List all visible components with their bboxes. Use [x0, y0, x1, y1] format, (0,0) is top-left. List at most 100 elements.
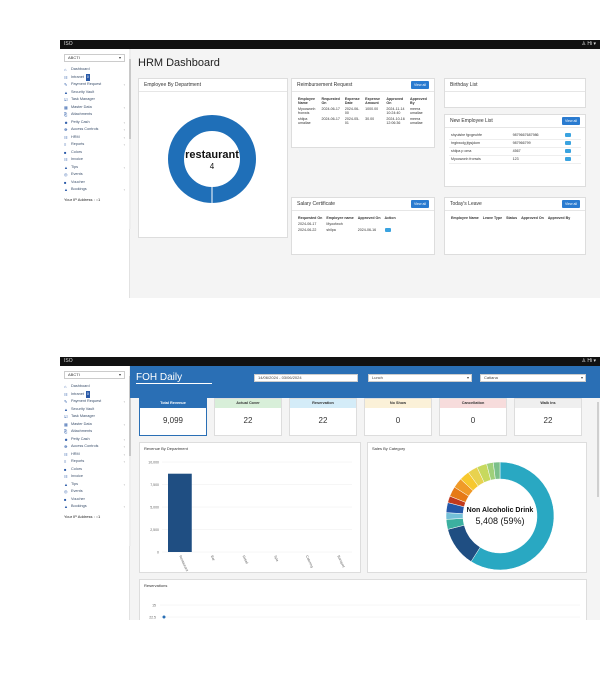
- sidebar-item-label: Access Controls: [71, 127, 99, 131]
- menu-icon: ◎: [64, 172, 68, 177]
- sidebar-item-dashboard[interactable]: ⌂ Dashboard: [64, 383, 125, 391]
- user-menu[interactable]: ♙ Hi ▾: [581, 358, 597, 364]
- sidebar-item-dashboard[interactable]: ⌂ Dashboard: [64, 66, 125, 74]
- table-cell: 2024-05-01: [344, 117, 360, 125]
- foh-header: [130, 366, 600, 398]
- chevron-left-icon: ‹: [123, 134, 125, 140]
- ip-address: Your IP Address : ::1: [64, 513, 101, 519]
- sidebar-item-bookings[interactable]: ▲ Bookings ‹: [64, 503, 125, 511]
- table-cell: shyulshe fgvgeuhfe: [451, 133, 482, 137]
- card-title: Sales By Category: [372, 446, 406, 451]
- line-point[interactable]: [162, 615, 166, 619]
- employee-by-department-card: Employee By Department restaurant 4: [138, 78, 288, 238]
- action-icon[interactable]: [565, 133, 572, 137]
- sidebar-item-payment-request[interactable]: ✎ Payment Request ‹: [64, 81, 125, 89]
- sidebar-item-attachments[interactable]: ⎘ Attachments: [64, 111, 125, 119]
- sidebar-item-task-manager[interactable]: ☑ Task Manager: [64, 413, 125, 421]
- bar-restaurant[interactable]: [168, 473, 192, 552]
- sidebar-scrollbar[interactable]: [129, 49, 131, 229]
- todays-leave-card: Today's Leave View all Employee Name Leave…: [444, 197, 586, 255]
- sidebar-item-access-controls[interactable]: ☸ Access Controls ‹: [64, 443, 125, 451]
- kpi-cancellation[interactable]: Cancellation 0: [439, 398, 507, 436]
- kpi-value: 0: [470, 416, 476, 425]
- sidebar-item-reports[interactable]: ≡ Reports ‹: [64, 458, 125, 466]
- table-cell: 2024-10-16 12:06:36: [386, 117, 405, 125]
- pie-slice-12[interactable]: [492, 461, 501, 480]
- y-tick-label: 2,500: [150, 528, 159, 532]
- sidebar-item-voucher[interactable]: ■ Voucher: [64, 179, 125, 187]
- sidebar-item-master-data[interactable]: ▦ Master Data ‹: [64, 421, 125, 429]
- kpi-reservation[interactable]: Reservation 22: [289, 398, 357, 436]
- user-menu[interactable]: ♙ Hi ▾: [581, 41, 597, 47]
- chevron-left-icon: ‹: [123, 459, 125, 464]
- menu-icon: ☷: [64, 134, 68, 140]
- sidebar-item-reports[interactable]: ≡ Reports ‹: [64, 141, 125, 149]
- new-employee-card: New Employee List View all shyulshe fgvge…: [444, 114, 586, 187]
- kpi-actual-cover[interactable]: Actual Cover 22: [214, 398, 282, 436]
- kpi-value: 22: [318, 416, 328, 425]
- kpi-no-show[interactable]: No Show 0: [364, 398, 432, 436]
- sidebar-item-security-vault[interactable]: ▲ Security Vault: [64, 406, 125, 414]
- sidebar-item-intranet[interactable]: ☷ Intranet 0: [64, 390, 125, 398]
- sidebar-item-security-vault[interactable]: ▲ Security Vault: [64, 89, 125, 97]
- reimbursement-card: Reimbursement Request View all Employee N…: [291, 78, 435, 148]
- column-header: Requested On: [321, 97, 340, 105]
- sidebar-item-colors[interactable]: ■ Colors: [64, 149, 125, 157]
- sidebar-item-events[interactable]: ◎ Events: [64, 488, 125, 496]
- kpi-label: Cancellation: [440, 399, 506, 408]
- sidebar-item-access-controls[interactable]: ☸ Access Controls ‹: [64, 126, 125, 134]
- column-header: Expense Date: [344, 97, 360, 105]
- x-tick-label: Restaurant: [178, 555, 189, 572]
- view-all-button[interactable]: View all: [411, 200, 429, 208]
- sidebar-item-voucher[interactable]: ■ Voucher: [64, 496, 125, 504]
- sidebar-item-hrm[interactable]: ☷ HRM ‹: [64, 134, 125, 142]
- sidebar-item-intranet[interactable]: ☷ Intranet 0: [64, 73, 125, 81]
- table-cell: shilpa p oma: [451, 149, 472, 153]
- action-icon[interactable]: [565, 141, 572, 145]
- menu-icon: ▲: [64, 504, 68, 509]
- action-icon[interactable]: [565, 157, 572, 161]
- sidebar-item-colors[interactable]: ■ Colors: [64, 466, 125, 474]
- table-row: hrgbwolg jfgsjdom 987966799: [449, 140, 581, 148]
- donut-center-label: Non Alcoholic Drink: [467, 507, 534, 514]
- sidebar-item-invoice[interactable]: ☷ Invoice: [64, 156, 125, 164]
- outlet-select[interactable]: Catiana ▾: [480, 374, 586, 382]
- view-all-button[interactable]: View all: [411, 81, 429, 89]
- column-header: Expense Amount: [365, 97, 380, 105]
- sidebar-item-master-data[interactable]: ▦ Master Data ‹: [64, 104, 125, 112]
- sidebar-item-petty-cash[interactable]: ☻ Petty Cash ‹: [64, 119, 125, 127]
- date-range-input[interactable]: 14/06/2024 - 03/06/2024: [254, 374, 358, 382]
- sidebar-item-payment-request[interactable]: ✎ Payment Request ‹: [64, 398, 125, 406]
- company-select[interactable]: ABCTI ▾: [64, 371, 125, 379]
- sidebar-item-attachments[interactable]: ⎘ Attachments: [64, 428, 125, 436]
- salary-certificate-card: Salary Certificate View all Requested On E…: [291, 197, 435, 255]
- company-select[interactable]: ABCTI ▾: [64, 54, 125, 62]
- kpi-value: 9,099: [162, 416, 184, 425]
- column-header: Approved On: [521, 216, 544, 220]
- app-name: ISO: [64, 41, 73, 47]
- sidebar-item-tips[interactable]: ▲ Tips ‹: [64, 481, 125, 489]
- action-icon[interactable]: [565, 149, 572, 153]
- sidebar-item-invoice[interactable]: ☷ Invoice: [64, 473, 125, 481]
- kpi-walk-ins[interactable]: Walk Ins 22: [514, 398, 582, 436]
- kpi-label: Reservation: [290, 399, 356, 408]
- sidebar-item-bookings[interactable]: ▲ Bookings ‹: [64, 186, 125, 194]
- sidebar-item-task-manager[interactable]: ☑ Task Manager: [64, 96, 125, 104]
- action-icon[interactable]: [384, 228, 391, 232]
- menu-icon: ■: [64, 149, 67, 155]
- sidebar-item-label: Bookings: [71, 187, 87, 191]
- kpi-total-revenue[interactable]: Total Revenue 9,099: [139, 398, 207, 436]
- view-all-button[interactable]: View all: [562, 200, 580, 208]
- pie-slice-0[interactable]: [470, 461, 555, 571]
- sidebar-item-hrm[interactable]: ☷ HRM ‹: [64, 451, 125, 459]
- page-title: FOH Daily: [136, 372, 213, 384]
- page-scrollbar[interactable]: [597, 402, 599, 497]
- sidebar-scrollbar[interactable]: [129, 366, 131, 546]
- sidebar-item-label: Petty Cash: [71, 436, 90, 441]
- sidebar-item-tips[interactable]: ▲ Tips ‹: [64, 164, 125, 172]
- view-all-button[interactable]: View all: [562, 117, 580, 125]
- sidebar-item-petty-cash[interactable]: ☻ Petty Cash ‹: [64, 436, 125, 444]
- sidebar-item-events[interactable]: ◎ Events: [64, 171, 125, 179]
- meal-select[interactable]: Lunch ▾: [368, 374, 472, 382]
- menu-icon: ▲: [64, 187, 68, 192]
